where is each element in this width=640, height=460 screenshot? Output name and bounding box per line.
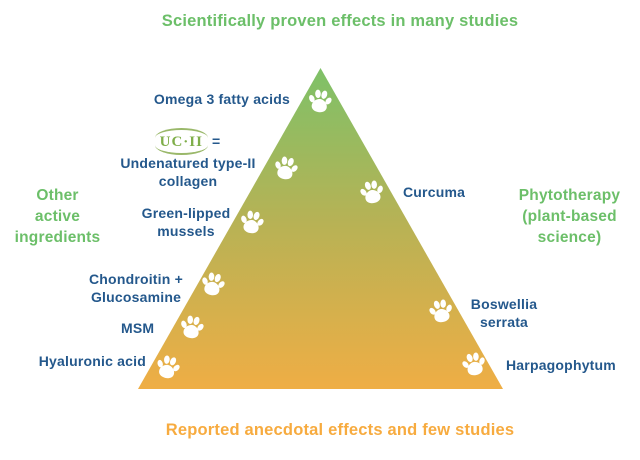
paw-print-icon-msm <box>177 313 207 341</box>
side-label-phytotherapy: Phytotherapy (plant-based science) <box>512 185 627 248</box>
paw-print-icon-omega3 <box>305 87 334 114</box>
item-label-omega3: Omega 3 fatty acids <box>153 91 290 107</box>
side-label-right-line2: (plant-based <box>522 208 617 225</box>
boswellia-line2: serrata <box>479 314 529 330</box>
ucii-label-line1: Undenatured type-II <box>120 155 256 171</box>
item-label-mussels: Green-lipped mussels <box>128 204 244 240</box>
paw-print-icon-ucii <box>271 154 301 183</box>
side-label-right-line1: Phytotherapy <box>518 187 621 204</box>
ucii-logo-line: UC·II = <box>106 128 270 155</box>
ucii-logo: UC·II <box>154 128 209 155</box>
page-title-bottom: Reported anecdotal effects and few studi… <box>165 421 515 439</box>
ucii-equals-sign: = <box>211 133 221 149</box>
ucii-label-line2: collagen <box>158 173 218 189</box>
item-label-msm: MSM <box>121 320 155 336</box>
page-title-top: Scientifically proven effects in many st… <box>161 12 519 30</box>
chondroitin-line2: Glucosamine <box>90 289 182 305</box>
item-label-boswellia-serrata: Boswellia serrata <box>462 295 546 331</box>
side-label-left-line2: active <box>34 208 81 225</box>
side-label-right-line3: science) <box>537 229 602 246</box>
side-label-other-ingredients: Other active ingredients <box>10 185 105 248</box>
mussels-line1: Green-lipped <box>141 205 231 221</box>
paw-print-icon-curcuma <box>357 178 387 206</box>
item-label-ucii: UC·II = Undenatured type-II collagen <box>106 128 270 190</box>
paw-print-icon-boswellia <box>426 297 456 325</box>
side-label-left-line3: ingredients <box>14 229 101 246</box>
item-label-curcuma: Curcuma <box>403 184 466 200</box>
chondroitin-line1: Chondroitin + <box>89 271 183 287</box>
paw-print-icon-chondroitin <box>198 270 228 299</box>
item-label-hyaluronic-acid: Hyaluronic acid <box>38 353 146 369</box>
side-label-left-line1: Other <box>36 187 79 204</box>
item-label-chondroitin-glucosamine: Chondroitin + Glucosamine <box>78 270 194 306</box>
mussels-line2: mussels <box>157 223 215 239</box>
item-label-harpagophytum: Harpagophytum <box>506 357 616 373</box>
boswellia-line1: Boswellia <box>470 296 538 312</box>
